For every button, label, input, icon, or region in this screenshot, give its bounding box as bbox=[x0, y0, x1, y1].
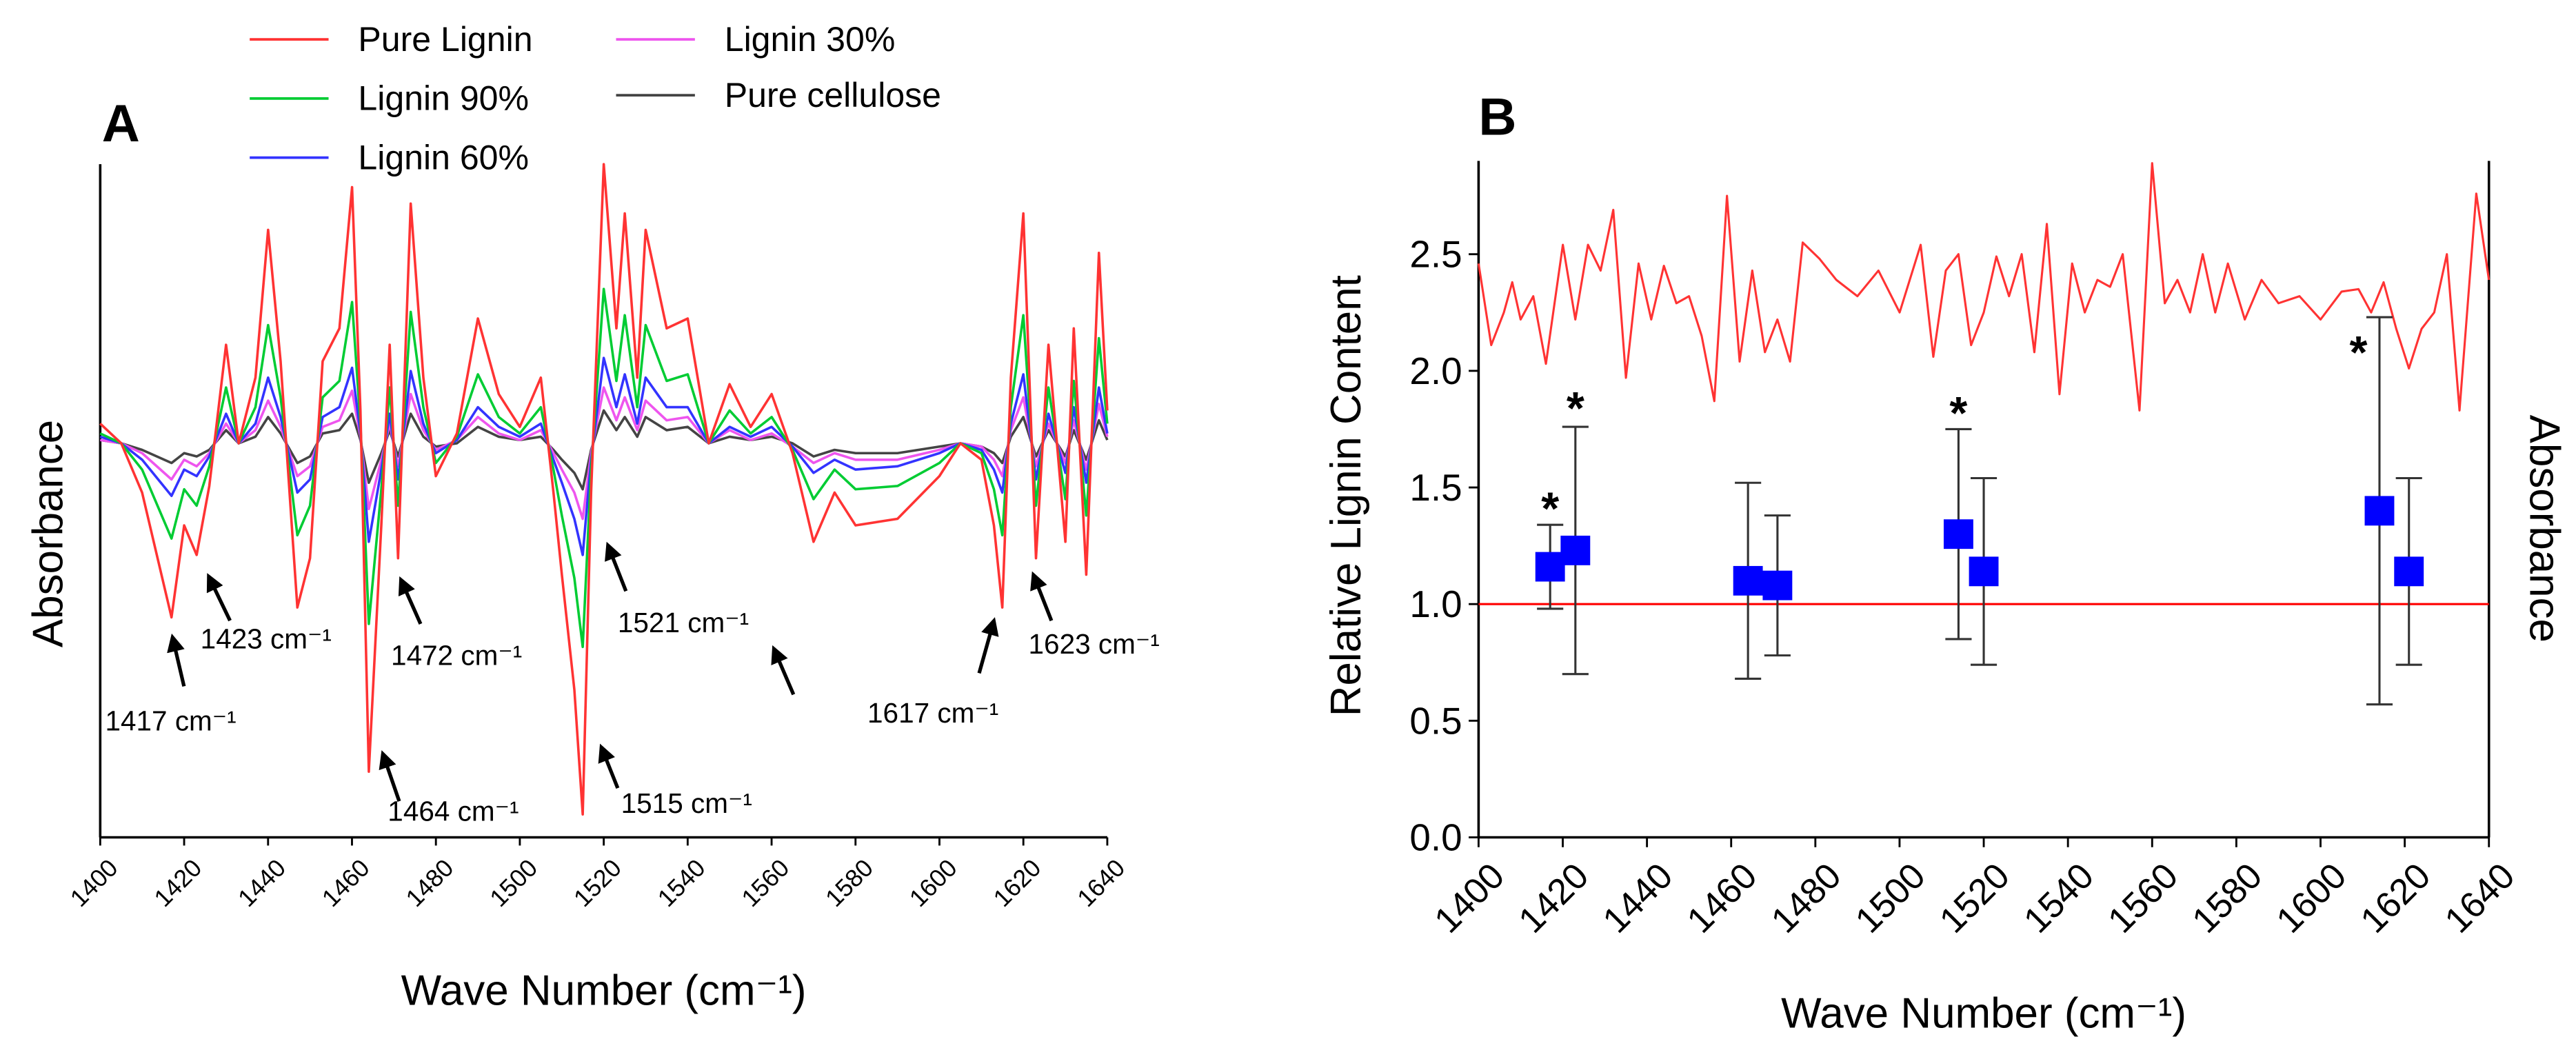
panel-label: B bbox=[1478, 88, 1516, 146]
data-point bbox=[1560, 535, 1591, 565]
x-tick-label: 1540 bbox=[652, 854, 710, 912]
data-point bbox=[1762, 570, 1793, 601]
x-tick-label: 1460 bbox=[1680, 856, 1764, 940]
peak-label: 1617 cm⁻¹ bbox=[867, 697, 998, 729]
spectrum-line bbox=[100, 386, 1109, 521]
x-tick-label: 1580 bbox=[2185, 856, 2270, 940]
arrow bbox=[771, 645, 796, 696]
data-point bbox=[2364, 496, 2395, 526]
x-tick-label: 1440 bbox=[1596, 856, 1680, 940]
x-tick-label: 1600 bbox=[2269, 856, 2354, 940]
y2-axis-label: Absorbance bbox=[2520, 415, 2568, 643]
arrow bbox=[605, 541, 628, 592]
peak-label: 1515 cm⁻¹ bbox=[621, 787, 752, 819]
x-tick-label: 1620 bbox=[2353, 856, 2438, 940]
y-tick-label: 2.0 bbox=[1409, 350, 1462, 392]
arrow bbox=[977, 617, 999, 674]
x-tick-label: 1420 bbox=[1511, 856, 1596, 940]
x-tick-label: 1520 bbox=[568, 854, 626, 912]
arrow bbox=[206, 573, 232, 622]
x-axis-label: Wave Number (cm⁻¹) bbox=[1781, 990, 2186, 1038]
panel-label: A bbox=[102, 94, 140, 153]
x-tick-label: 1540 bbox=[2017, 856, 2102, 940]
legend-label: Lignin 30% bbox=[725, 20, 896, 59]
y-tick-label: 1.5 bbox=[1409, 466, 1462, 509]
x-tick-label: 1440 bbox=[233, 854, 291, 912]
y-axis-label: Relative Lignin Content bbox=[1322, 275, 1370, 716]
legend-label: Lignin 90% bbox=[358, 79, 529, 118]
spectrum-line bbox=[99, 288, 1109, 649]
x-tick-label: 1400 bbox=[1427, 856, 1512, 940]
data-point bbox=[1535, 552, 1565, 582]
peak-label: 1417 cm⁻¹ bbox=[105, 705, 236, 737]
x-tick-label: 1640 bbox=[2437, 856, 2522, 940]
arrow bbox=[1030, 571, 1054, 622]
peak-label: 1464 cm⁻¹ bbox=[388, 796, 519, 827]
data-point bbox=[2394, 556, 2424, 587]
x-tick-label: 1460 bbox=[316, 854, 374, 912]
data-point bbox=[1969, 556, 1999, 587]
x-tick-label: 1480 bbox=[1764, 856, 1849, 940]
legend-label: Pure Lignin bbox=[358, 20, 532, 59]
data-point bbox=[1733, 565, 1763, 596]
x-tick-label: 1640 bbox=[1072, 854, 1130, 912]
significance-star: * bbox=[1567, 383, 1584, 434]
x-tick-label: 1500 bbox=[1848, 856, 1933, 940]
x-tick-label: 1420 bbox=[149, 854, 207, 912]
y-tick-label: 2.5 bbox=[1409, 233, 1462, 276]
x-axis-label: Wave Number (cm⁻¹) bbox=[401, 967, 807, 1014]
x-tick-label: 1520 bbox=[1932, 856, 2017, 940]
significance-star: * bbox=[1949, 388, 1967, 439]
x-tick-label: 1480 bbox=[401, 854, 459, 912]
y-tick-label: 0.5 bbox=[1409, 699, 1462, 742]
arrow bbox=[167, 633, 186, 687]
y-tick-label: 1.0 bbox=[1409, 583, 1462, 625]
spectrum-line bbox=[99, 163, 1109, 816]
significance-star: * bbox=[1541, 484, 1559, 535]
arrow bbox=[398, 576, 423, 625]
legend-label: Pure cellulose bbox=[725, 76, 941, 114]
peak-label: 1623 cm⁻¹ bbox=[1029, 628, 1160, 660]
peak-label: 1423 cm⁻¹ bbox=[201, 623, 332, 655]
arrow bbox=[598, 743, 620, 789]
x-tick-label: 1560 bbox=[736, 854, 794, 912]
spectrum-line bbox=[99, 356, 1109, 556]
spectrum-line bbox=[100, 409, 1109, 491]
x-tick-label: 1560 bbox=[2101, 856, 2186, 940]
significance-star: * bbox=[2349, 327, 2367, 379]
arrow bbox=[379, 750, 401, 802]
legend-label: Lignin 60% bbox=[358, 138, 529, 176]
x-tick-label: 1580 bbox=[821, 854, 878, 912]
y-axis-label: Absorbance bbox=[25, 420, 72, 647]
absorbance-trace bbox=[1477, 162, 2491, 412]
x-tick-label: 1620 bbox=[988, 854, 1046, 912]
peak-label: 1472 cm⁻¹ bbox=[391, 639, 522, 671]
x-tick-label: 1400 bbox=[65, 854, 123, 912]
peak-label: 1521 cm⁻¹ bbox=[618, 607, 749, 638]
y-tick-label: 0.0 bbox=[1409, 816, 1462, 859]
data-point bbox=[1943, 519, 1973, 549]
x-tick-label: 1500 bbox=[485, 854, 543, 912]
x-tick-label: 1600 bbox=[904, 854, 962, 912]
